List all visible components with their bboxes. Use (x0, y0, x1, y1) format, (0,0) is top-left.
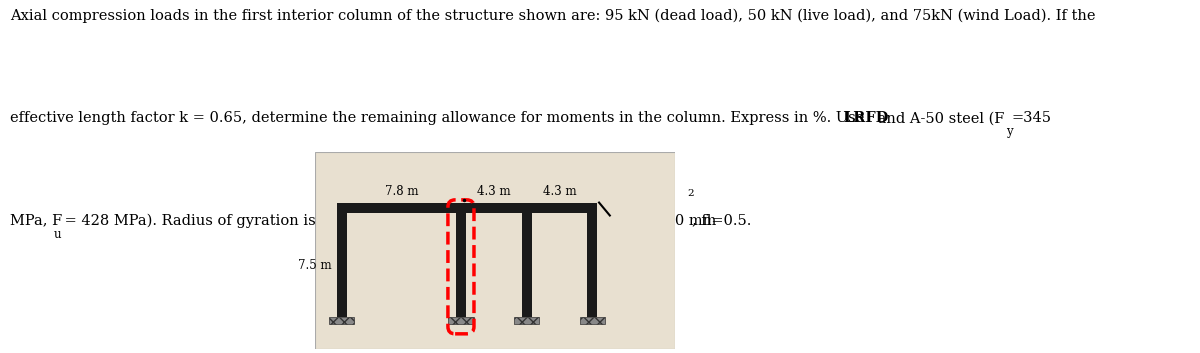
Text: 2: 2 (688, 189, 694, 198)
Bar (456, 213, 466, 317)
Bar (337, 213, 347, 317)
Text: 7.5 m: 7.5 m (298, 259, 331, 272)
Text: 4.3 m: 4.3 m (542, 185, 576, 198)
Bar (580, 317, 605, 324)
Bar (329, 317, 354, 324)
Text: =345: =345 (1012, 111, 1052, 125)
Text: Axial compression loads in the first interior column of the structure shown are:: Axial compression loads in the first int… (10, 9, 1096, 23)
Text: 4.3 m: 4.3 m (476, 185, 510, 198)
Text: u: u (54, 228, 61, 241)
Text: MPa, F: MPa, F (10, 214, 62, 228)
Bar (514, 317, 539, 324)
Bar (337, 203, 598, 213)
Text: 7.8 m: 7.8 m (385, 185, 418, 198)
Text: , fl=0.5.: , fl=0.5. (692, 214, 751, 228)
Text: and A-50 steel (F: and A-50 steel (F (874, 111, 1004, 125)
Text: effective length factor k = 0.65, determine the remaining allowance for moments : effective length factor k = 0.65, determ… (10, 111, 869, 125)
Text: y: y (1006, 125, 1013, 138)
Bar (587, 213, 598, 317)
Bar (522, 213, 532, 317)
Bar (449, 317, 474, 324)
Text: LRFD: LRFD (844, 111, 889, 125)
Text: = 428 MPa). Radius of gyration is 82.6 mm and gross cross-sectional area is 3610: = 428 MPa). Radius of gyration is 82.6 m… (60, 214, 716, 228)
